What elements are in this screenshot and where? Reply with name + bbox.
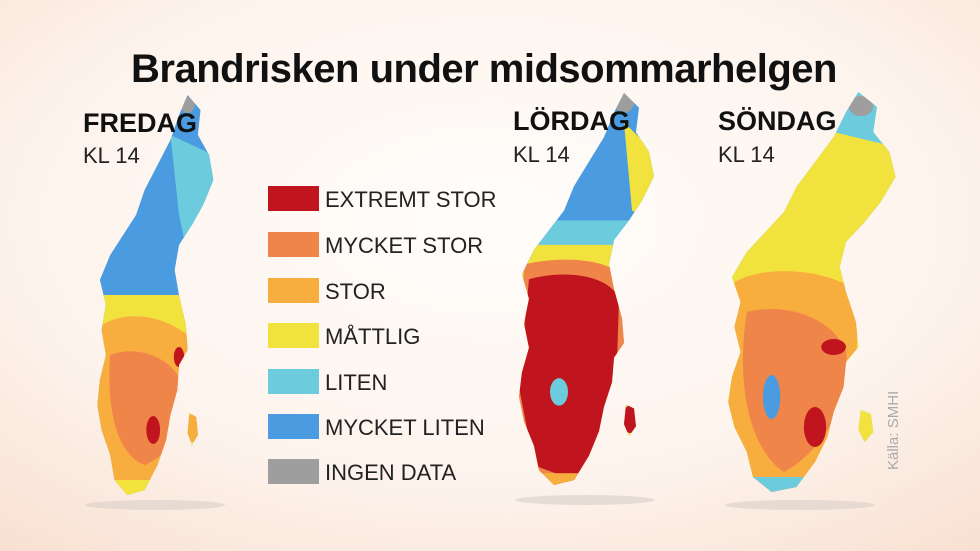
title: Brandrisken under midsommarhelgen — [131, 47, 837, 91]
risk-area — [762, 375, 781, 419]
risk-area — [146, 416, 161, 444]
legend-label: MYCKET LITEN — [325, 415, 485, 440]
risk-area — [803, 407, 827, 447]
risk-area — [855, 411, 876, 439]
time-label: KL 14 — [83, 143, 140, 168]
legend-label: MÅTTLIG — [325, 324, 420, 349]
legend-swatch — [268, 278, 319, 303]
legend: EXTREMT STOR MYCKET STOR STOR MÅTTLIG LI… — [268, 186, 497, 485]
legend-swatch — [268, 186, 319, 211]
risk-area — [848, 96, 874, 116]
time-label: KL 14 — [718, 142, 775, 167]
risk-area — [821, 339, 846, 355]
risk-area — [109, 351, 184, 465]
legend-swatch — [268, 323, 319, 348]
day-label: FREDAG — [83, 108, 197, 138]
risk-area — [622, 405, 638, 434]
map-shadow — [515, 495, 655, 505]
legend-swatch — [268, 232, 319, 257]
map-shadow — [85, 500, 225, 510]
legend-swatch — [268, 369, 319, 394]
map-shadow — [725, 500, 875, 510]
legend-label: MYCKET STOR — [325, 233, 483, 258]
day-label: LÖRDAG — [513, 106, 630, 136]
legend-label: EXTREMT STOR — [325, 187, 497, 212]
legend-label: STOR — [325, 279, 386, 304]
legend-swatch — [268, 459, 319, 484]
time-label: KL 14 — [513, 142, 570, 167]
legend-label: LITEN — [325, 370, 387, 395]
risk-area — [550, 378, 568, 406]
source: Källa: SMHI — [885, 391, 902, 470]
legend-swatch — [268, 414, 319, 439]
risk-area — [185, 414, 200, 442]
legend-label: INGEN DATA — [325, 460, 457, 485]
day-label: SÖNDAG — [718, 106, 837, 136]
risk-area — [519, 274, 619, 481]
